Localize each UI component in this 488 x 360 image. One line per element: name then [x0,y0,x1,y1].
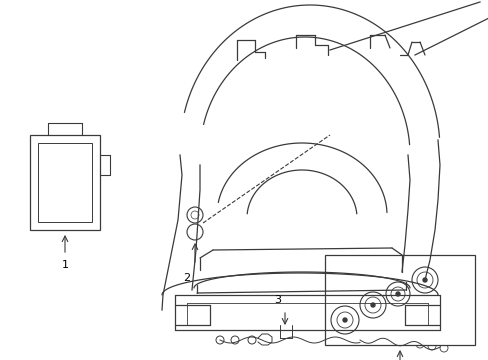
Text: 1: 1 [61,260,68,270]
Circle shape [395,292,399,296]
Circle shape [342,318,346,322]
Circle shape [422,278,426,282]
Text: 2: 2 [183,273,190,283]
Text: 3: 3 [274,295,281,305]
Bar [30,135,100,230]
Bar [325,255,474,345]
Bar [38,143,92,222]
Circle shape [370,303,374,307]
